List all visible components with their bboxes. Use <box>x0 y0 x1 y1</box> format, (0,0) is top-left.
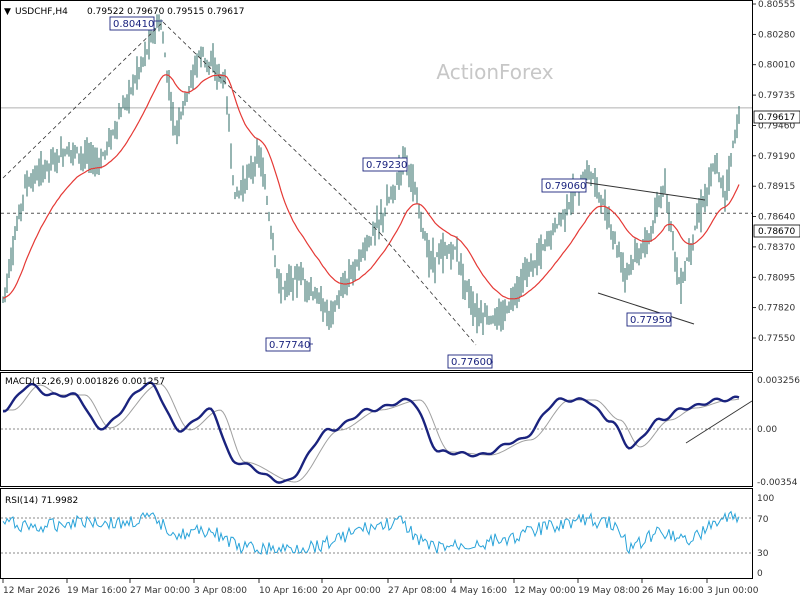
price-axis-label: 0.78370 <box>758 243 795 253</box>
callout-label: 0.77600 <box>451 357 492 368</box>
price-bars <box>2 14 740 335</box>
main-price-axis: 0.80555 0.80280 0.80010 0.79735 0.79460 0.791… <box>752 0 795 344</box>
callout-label: 0.80410 <box>113 19 154 30</box>
time-axis-label: 27 Apr 08:00 <box>388 586 447 596</box>
callout-box <box>362 157 408 172</box>
rsi-tick-100: 100 <box>757 494 774 504</box>
time-axis-label: 3 Jun 00:00 <box>707 586 759 596</box>
rsi-tick-70: 70 <box>757 515 769 525</box>
price-axis-label: 0.78915 <box>758 182 795 192</box>
time-axis: 12 Mar 2026 19 Mar 16:00 27 Mar 00:00 3 Apr… <box>2 579 759 596</box>
callout-label: 0.79230 <box>366 160 407 171</box>
price-axis-label: 0.80280 <box>758 30 795 40</box>
chart-header: ▼ USDCHF,H4 0.79522 0.79670 0.79515 0.79… <box>4 7 244 17</box>
rsi-panel-frame <box>0 488 753 579</box>
macd-signal-line <box>3 383 740 483</box>
price-axis-label: 0.77820 <box>758 304 795 314</box>
price-axis-label: 0.79190 <box>758 152 795 162</box>
time-axis-label: 20 Apr 00:00 <box>322 586 381 596</box>
price-callouts: 0.80410 0.79230 0.79060 0.77740 0.77600 0.779… <box>109 16 672 369</box>
ohlc-readout: 0.79522 0.79670 0.79515 0.79617 <box>87 7 244 17</box>
rsi-tick-0: 0 <box>757 569 763 579</box>
time-axis-label: 19 Mar 16:00 <box>67 586 127 596</box>
callout-box <box>109 16 155 31</box>
current-price-tag: 0.79617 <box>753 110 800 124</box>
current-price-tag-text: 0.79617 <box>758 113 795 123</box>
macd-tick-bottom: -0.00354 <box>757 478 798 488</box>
callout-label: 0.77950 <box>630 315 671 326</box>
dashed-level-tag-text: 0.78670 <box>758 227 795 237</box>
callout-box <box>541 178 587 193</box>
panel-borders <box>0 0 753 579</box>
lower-channel-line <box>597 292 695 325</box>
chart-dropdown-icon[interactable]: ▼ <box>4 7 11 17</box>
price-axis-label: 0.78640 <box>758 213 795 223</box>
price-axis-label: 0.78095 <box>758 273 795 283</box>
rsi-panel: RSI(14) 71.9982 100 70 30 0 <box>1 494 774 579</box>
macd-title: MACD(12,26,9) 0.001826 0.001257 <box>5 377 165 387</box>
main-panel-frame <box>0 0 753 371</box>
moving-average-line <box>2 74 740 300</box>
time-axis-label: 27 Mar 00:00 <box>130 586 190 596</box>
callout-label: 0.77740 <box>269 340 310 351</box>
price-axis-label: 0.79460 <box>758 121 795 131</box>
price-axis-label: 0.80555 <box>758 0 795 10</box>
macd-tick-zero: 0.00 <box>757 425 777 435</box>
macd-tick-top: 0.003256 <box>757 376 800 386</box>
callout-box <box>447 354 493 369</box>
main-grid <box>1 107 752 214</box>
price-axis-label: 0.80010 <box>758 61 795 71</box>
macd-line <box>2 381 740 484</box>
trendlines <box>2 21 706 346</box>
macd-trendline <box>685 400 753 444</box>
rsi-line <box>2 510 740 555</box>
time-axis-label: 3 Apr 08:00 <box>194 586 247 596</box>
time-axis-label: 26 May 16:00 <box>642 586 704 596</box>
callout-label: 0.79060 <box>545 181 586 192</box>
callout-box <box>265 337 311 352</box>
upper-channel-line <box>581 181 706 201</box>
time-axis-label: 19 May 08:00 <box>578 586 640 596</box>
rsi-title: RSI(14) 71.9982 <box>5 496 78 506</box>
watermark: ActionForex <box>436 60 553 84</box>
symbol-label: USDCHF,H4 <box>15 7 68 17</box>
time-axis-label: 12 May 00:00 <box>514 586 576 596</box>
dashed-trendline <box>379 232 477 346</box>
callout-box <box>626 312 672 327</box>
rsi-tick-30: 30 <box>757 549 769 559</box>
dashed-level-tag: 0.78670 <box>753 224 800 238</box>
macd-panel-frame <box>0 372 753 487</box>
price-tags: 0.79617 0.78670 <box>753 110 800 238</box>
dashed-trendline <box>162 21 381 234</box>
time-axis-label: 12 Mar 2026 <box>3 586 60 596</box>
price-axis-label: 0.77550 <box>758 334 795 344</box>
dashed-trendline <box>2 21 164 179</box>
time-axis-label: 10 Apr 16:00 <box>259 586 318 596</box>
time-axis-label: 4 May 16:00 <box>451 586 507 596</box>
price-axis-label: 0.79735 <box>758 91 795 101</box>
macd-panel: MACD(12,26,9) 0.001826 0.001257 0.003256… <box>1 376 800 488</box>
